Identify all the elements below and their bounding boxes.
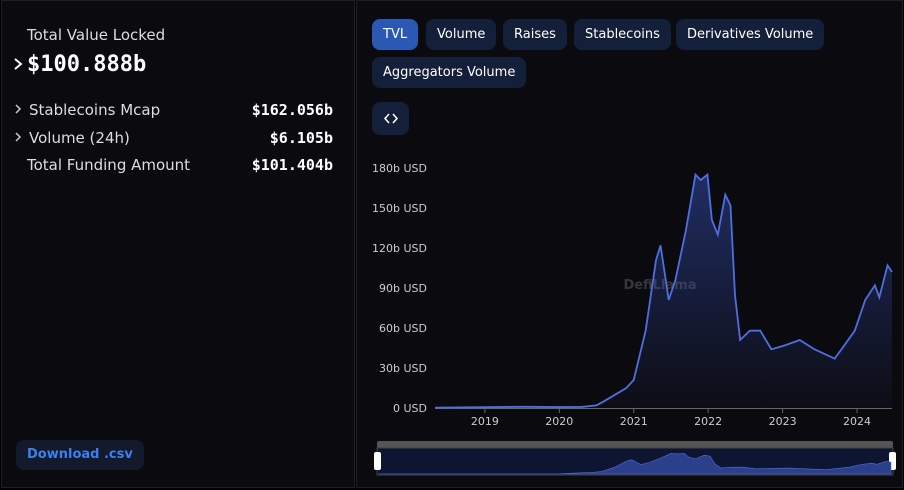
x-tick-label: 2024 [843, 415, 871, 428]
y-tick-label: 60b USD [379, 322, 427, 335]
y-tick-label: 180b USD [372, 162, 427, 175]
embed-button[interactable] [372, 102, 409, 135]
y-tick-label: 0 USD [393, 402, 427, 415]
row-label: Stablecoins Mcap [29, 101, 161, 119]
chevron[interactable] [13, 131, 23, 143]
row-value: $101.404b [251, 156, 333, 174]
line [434, 172, 893, 409]
brush-handle[interactable] [374, 452, 381, 470]
x-tick-label: 2022 [694, 415, 722, 428]
area [435, 174, 892, 408]
brush-area [378, 453, 892, 475]
tab[interactable]: Aggregators Volume [372, 57, 527, 88]
row-value: $6.105b [269, 129, 333, 147]
brush-bar[interactable] [377, 441, 893, 448]
code-icon [383, 113, 399, 124]
summary-title: Total Value Locked [27, 26, 166, 44]
download-button[interactable]: Download .csv [16, 440, 144, 470]
row-value: $162.056b [251, 101, 333, 119]
summary-panel: Total Value Locked $100.888b Stablecoins… [1, 0, 355, 488]
x-tick-label: 2023 [769, 415, 797, 428]
tab[interactable]: Derivatives Volume [676, 19, 825, 50]
tab[interactable]: Raises [503, 19, 567, 50]
summary-value: $100.888b [27, 52, 147, 77]
tab[interactable]: TVL [372, 19, 419, 50]
chevron[interactable] [13, 103, 23, 115]
row-label: Total Funding Amount [27, 156, 191, 174]
y-tick-label: 30b USD [379, 362, 427, 375]
chevron[interactable] [12, 57, 24, 71]
x-tick-label: 2020 [545, 415, 573, 428]
tab[interactable]: Stablecoins [574, 19, 671, 50]
y-tick-label: 120b USD [372, 242, 427, 255]
x-tick-label: 2021 [620, 415, 648, 428]
x-tick-label: 2019 [471, 415, 499, 428]
y-tick-label: 150b USD [372, 202, 427, 215]
row-label: Volume (24h) [29, 129, 130, 147]
y-tick-label: 90b USD [379, 282, 427, 295]
tab[interactable]: Volume [426, 19, 497, 50]
